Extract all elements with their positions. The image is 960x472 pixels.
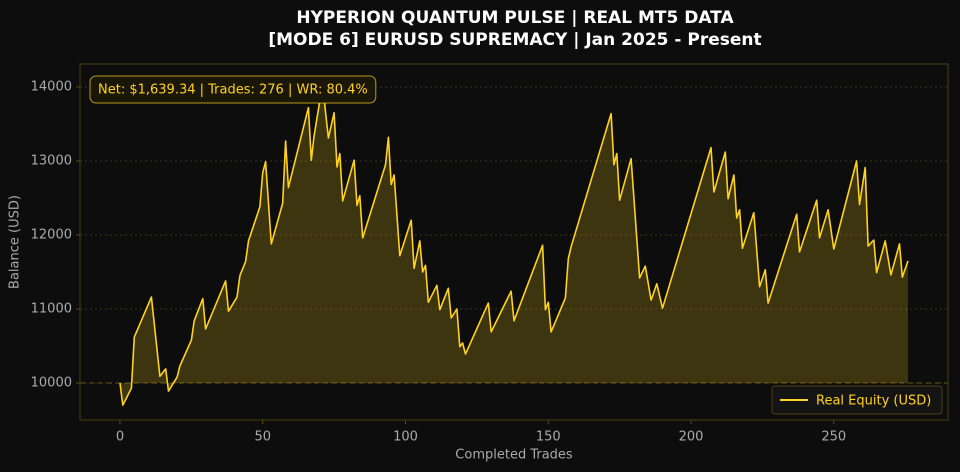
x-tick-label: 50 — [254, 430, 271, 445]
y-axis-label: Balance (USD) — [8, 195, 23, 289]
plot-frame — [79, 63, 949, 421]
chart-title: [MODE 6] EURUSD SUPREMACY | Jan 2025 - P… — [268, 30, 761, 50]
y-tick-label: 14000 — [31, 79, 72, 94]
y-tick-label: 11000 — [31, 301, 72, 316]
x-tick-label: 0 — [116, 430, 124, 445]
x-tick-label: 100 — [393, 430, 418, 445]
x-tick-label: 200 — [679, 430, 704, 445]
x-tick-label: 150 — [536, 430, 561, 445]
annotation-box — [89, 75, 377, 104]
equity-area — [119, 83, 909, 406]
chart-title: HYPERION QUANTUM PULSE | REAL MT5 DATA — [296, 8, 734, 28]
x-tick-label: 250 — [821, 430, 846, 445]
equity-line — [119, 82, 909, 406]
legend-label: Real Equity (USD) — [816, 394, 931, 409]
y-tick-label: 10000 — [31, 375, 72, 390]
y-tick-label: 13000 — [31, 153, 72, 168]
x-axis-label: Completed Trades — [455, 448, 573, 463]
legend-box — [771, 385, 943, 415]
annotation: Net: $1,639.34 | Trades: 276 | WR: 80.4% — [98, 83, 368, 98]
y-tick-label: 12000 — [31, 227, 72, 242]
